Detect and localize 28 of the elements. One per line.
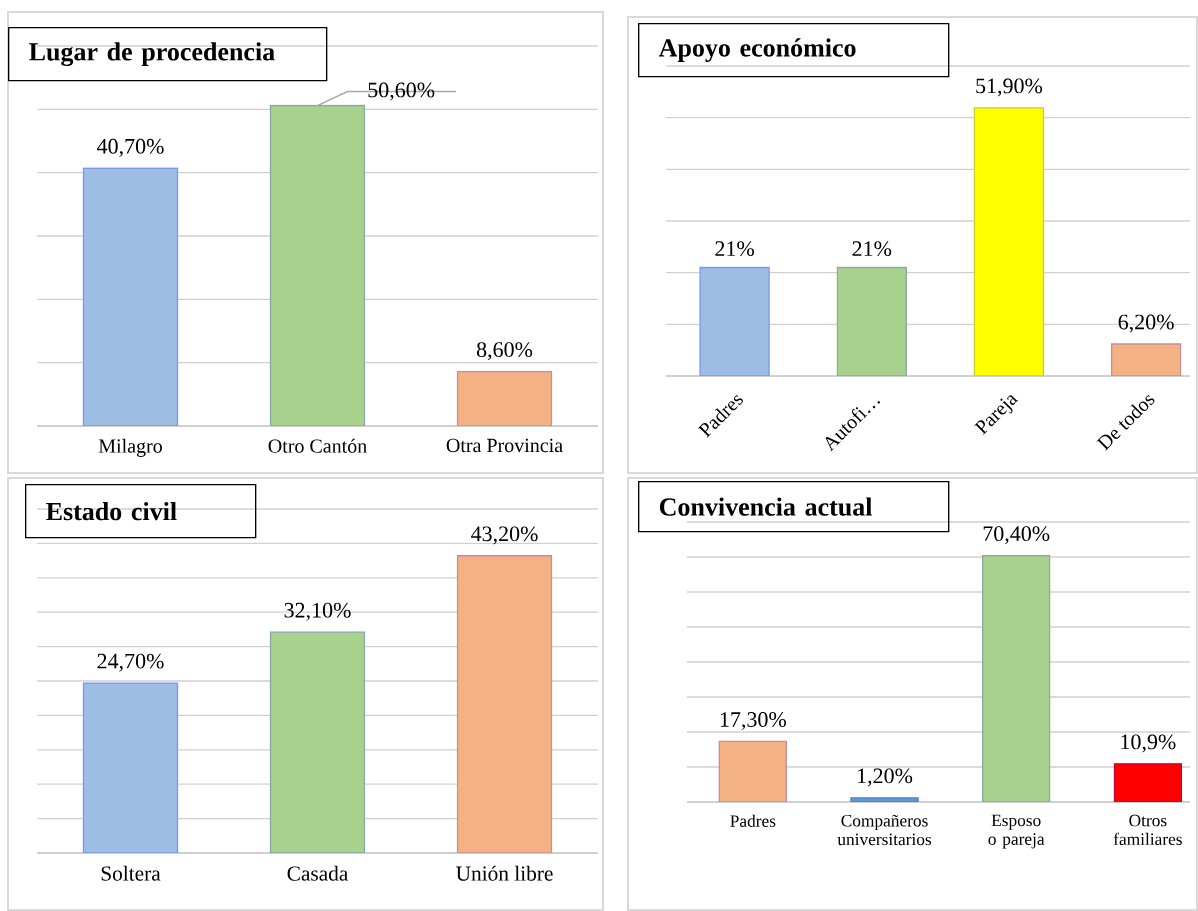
data-label: 40,70% [97,138,164,157]
x-tick-label: Soltera [101,865,161,881]
chart-title: Lugar de procedencia [29,42,275,67]
x-tick-label: Esposo o pareja [988,814,1045,849]
x-tick-label: Compañeros universitarios [837,814,932,846]
data-label: 43,20% [471,526,538,545]
x-tick-label: Otra Provincia [446,438,563,453]
x-tick-label: Otro Cantón [268,438,367,453]
x-tick-label: Otros familiares [1113,814,1182,846]
data-label: 21% [715,241,754,257]
chart-title: Convivencia actual [659,497,872,516]
x-tick-label: Unión libre [456,865,553,881]
data-label: 6,20% [1118,314,1174,333]
data-label: 8,60% [476,342,533,361]
data-label: 70,40% [983,526,1050,545]
data-label: 50,60% [368,82,435,101]
x-tick-label: Casada [287,865,349,881]
x-tick-label: Milagro [98,438,162,457]
data-label: 1,20% [858,768,913,787]
data-label: 32,10% [284,602,351,621]
data-label: 24,70% [97,653,164,672]
data-label: 17,30% [720,712,786,731]
chart-title: Apoyo económico [658,38,856,62]
data-label: 10,9% [1121,734,1176,753]
chart-title: Estado civil [46,502,177,521]
data-label: 21% [852,241,892,257]
x-tick-label: Padres [730,814,776,827]
data-label: 51,90% [976,78,1043,97]
